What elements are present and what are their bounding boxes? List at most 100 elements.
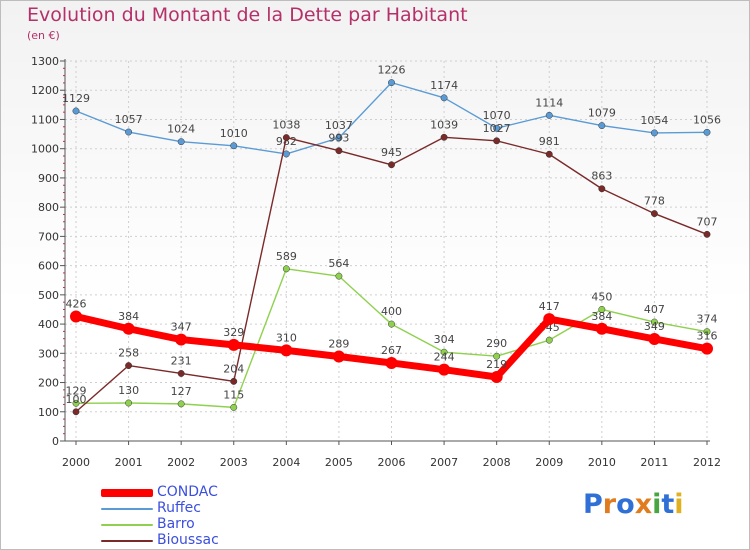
data-label-condac: 219 [486, 358, 507, 371]
data-point-barro [703, 328, 711, 336]
data-point-ruffec [388, 79, 395, 87]
data-point-bioussac [335, 147, 343, 155]
data-point-bioussac [282, 134, 290, 142]
y-tick-label: 0 [52, 435, 59, 448]
logo-letter: i [674, 489, 684, 520]
data-label-bioussac: 1039 [430, 118, 458, 131]
data-label-bioussac: 231 [171, 354, 192, 367]
data-label-ruffec: 1056 [693, 113, 721, 126]
data-point-barro [440, 348, 448, 356]
data-label-bioussac: 863 [591, 170, 612, 183]
data-label-condac: 316 [697, 330, 718, 343]
x-tick-label: 2007 [430, 456, 458, 469]
data-point-ruffec [598, 122, 606, 130]
data-point-bioussac [440, 133, 448, 141]
data-point-condac [648, 332, 661, 345]
data-point-condac [332, 350, 345, 363]
data-label-bioussac: 204 [223, 362, 244, 375]
data-point-bioussac [388, 161, 395, 169]
y-tick-label: 800 [38, 201, 59, 214]
data-label-ruffec: 1226 [378, 64, 406, 77]
data-label-ruffec: 1057 [115, 113, 143, 126]
data-point-barro [545, 336, 553, 344]
data-point-bioussac [703, 230, 711, 238]
data-point-barro [230, 403, 238, 411]
legend-swatch [101, 524, 153, 526]
data-label-condac: 347 [171, 321, 192, 334]
x-tick-label: 2006 [378, 456, 406, 469]
data-point-condac [438, 363, 451, 376]
x-tick-label: 2008 [483, 456, 511, 469]
data-label-bioussac: 1027 [483, 122, 511, 135]
data-point-ruffec [650, 129, 658, 137]
data-label-condac: 384 [118, 310, 139, 323]
data-label-barro: 129 [66, 384, 87, 397]
x-tick-label: 2000 [62, 456, 90, 469]
data-point-condac [280, 344, 293, 357]
legend-label: Ruffec [157, 500, 201, 516]
y-tick-label: 1300 [31, 55, 59, 68]
legend-label: CONDAC [157, 484, 218, 500]
y-tick-label: 900 [38, 172, 59, 185]
y-tick-label: 700 [38, 230, 59, 243]
y-tick-label: 600 [38, 260, 59, 273]
chart-title: Evolution du Montant de la Dette par Hab… [27, 4, 468, 26]
y-tick-label: 1000 [31, 143, 59, 156]
brand-logo: Proxiti [583, 489, 684, 520]
data-point-bioussac [230, 377, 238, 385]
data-label-ruffec: 1174 [430, 79, 458, 92]
y-tick-label: 200 [38, 377, 59, 390]
logo-letter: P [583, 489, 603, 520]
data-point-ruffec [440, 94, 448, 102]
data-label-bioussac: 258 [118, 347, 139, 360]
logo-letter: r [602, 489, 617, 520]
data-point-bioussac [493, 137, 501, 145]
legend-label: Barro [157, 516, 195, 532]
data-point-bioussac [125, 362, 133, 370]
data-point-bioussac [72, 408, 80, 416]
x-tick-label: 2010 [588, 456, 616, 469]
logo-letter: o [616, 489, 635, 520]
data-label-ruffec: 1054 [640, 114, 668, 127]
data-point-bioussac [177, 370, 185, 377]
data-point-condac [70, 310, 82, 323]
data-label-condac: 384 [591, 310, 612, 323]
data-label-ruffec: 1024 [167, 123, 195, 136]
data-label-ruffec: 1114 [535, 96, 563, 109]
legend-swatch [101, 489, 153, 497]
data-label-barro: 407 [644, 303, 665, 316]
legend-swatch [101, 508, 153, 510]
data-label-bioussac: 778 [644, 195, 665, 208]
data-point-barro [335, 272, 343, 280]
data-label-barro: 564 [328, 257, 349, 270]
data-label-condac: 417 [539, 300, 560, 313]
data-point-ruffec [545, 111, 553, 119]
data-label-barro: 130 [118, 384, 139, 397]
data-label-barro: 589 [276, 250, 297, 263]
y-tick-label: 100 [38, 406, 59, 419]
data-point-barro [282, 265, 290, 273]
data-label-condac: 310 [276, 331, 297, 344]
data-point-ruffec [335, 134, 343, 142]
y-tick-label: 300 [38, 347, 59, 360]
data-point-ruffec [177, 138, 185, 146]
data-point-ruffec [703, 128, 711, 136]
x-tick-label: 2004 [272, 456, 300, 469]
data-label-bioussac: 945 [381, 146, 402, 159]
data-point-barro [598, 306, 606, 313]
x-tick-label: 2001 [115, 456, 143, 469]
data-label-barro: 450 [591, 290, 612, 303]
data-point-ruffec [125, 128, 133, 136]
data-label-ruffec: 1037 [325, 119, 353, 132]
logo-letter: x [634, 489, 653, 520]
data-label-barro: 374 [697, 313, 718, 326]
data-point-barro [177, 400, 185, 408]
y-tick-label: 500 [38, 289, 59, 302]
logo-letter: t [661, 489, 675, 520]
data-label-barro: 115 [223, 388, 244, 401]
data-label-ruffec: 1070 [483, 109, 511, 122]
series-line-bioussac [75, 136, 708, 413]
data-label-condac: 426 [66, 297, 87, 310]
